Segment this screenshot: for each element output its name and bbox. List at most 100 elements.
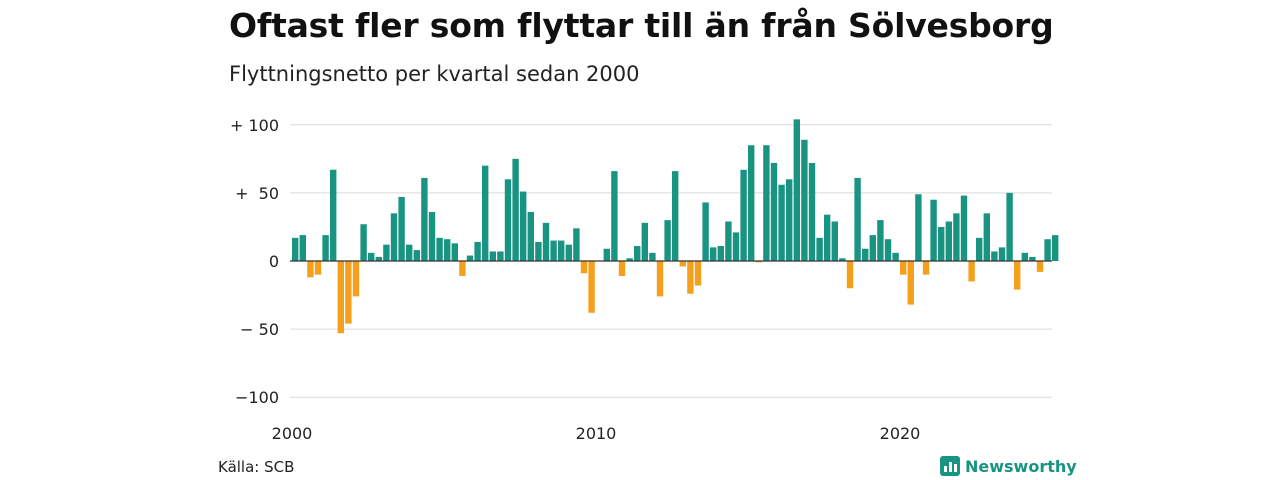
bar xyxy=(307,261,314,278)
brand-logo: Newsworthy xyxy=(940,456,1077,476)
bar xyxy=(960,195,968,261)
bar xyxy=(717,246,724,261)
bar xyxy=(968,261,975,282)
bar xyxy=(725,221,732,261)
bar xyxy=(763,145,770,261)
bar xyxy=(1021,252,1028,261)
bar xyxy=(641,222,648,261)
bar xyxy=(611,171,618,261)
bar xyxy=(565,244,572,261)
bar xyxy=(953,213,960,261)
bar xyxy=(436,237,443,261)
bar xyxy=(702,202,709,261)
bar xyxy=(345,261,352,324)
bar xyxy=(869,235,876,261)
bar xyxy=(489,251,496,261)
bar xyxy=(778,184,785,261)
bar xyxy=(398,196,405,261)
bar xyxy=(588,261,595,313)
bar xyxy=(945,221,952,261)
x-tick-label: 2020 xyxy=(880,424,921,443)
bar xyxy=(383,244,390,261)
bar xyxy=(451,243,458,261)
bar xyxy=(732,232,740,261)
bar xyxy=(687,261,694,294)
bar xyxy=(824,214,831,261)
bar xyxy=(580,261,588,274)
bar xyxy=(998,247,1006,261)
bar xyxy=(542,222,550,261)
bar xyxy=(1006,192,1013,261)
bar xyxy=(352,261,360,297)
bar xyxy=(892,252,899,261)
bar xyxy=(634,246,641,261)
bar xyxy=(991,251,998,261)
bar xyxy=(786,179,793,261)
bar xyxy=(421,177,428,261)
bar xyxy=(884,239,892,261)
y-tick-label: + 50 xyxy=(235,184,279,203)
bar xyxy=(694,261,702,286)
bar xyxy=(626,258,633,261)
chart-title: Oftast fler som flyttar till än från Söl… xyxy=(229,6,1054,45)
bar xyxy=(846,261,854,289)
bar xyxy=(755,261,762,263)
newsworthy-logo-icon xyxy=(940,456,960,476)
y-tick-label: −100 xyxy=(235,388,279,407)
y-tick-label: 0 xyxy=(269,252,279,271)
bar xyxy=(740,169,747,261)
bar xyxy=(854,177,861,261)
bar xyxy=(322,235,329,261)
bar xyxy=(710,247,717,261)
bar xyxy=(862,248,869,261)
bar xyxy=(527,211,534,261)
bar xyxy=(459,261,466,276)
bar xyxy=(550,240,557,261)
bar xyxy=(368,252,375,261)
bar xyxy=(831,221,838,261)
x-tick-label: 2000 xyxy=(272,424,313,443)
bar xyxy=(413,250,420,261)
bar xyxy=(466,255,474,261)
y-tick-label: + 100 xyxy=(230,116,279,135)
bar xyxy=(664,220,671,261)
bar xyxy=(672,171,679,261)
y-tick-label: − 50 xyxy=(240,320,279,339)
bar xyxy=(1052,235,1059,261)
bar xyxy=(1044,239,1051,261)
brand-name: Newsworthy xyxy=(965,456,1077,476)
bar xyxy=(808,162,816,261)
bar xyxy=(649,252,656,261)
bar xyxy=(1014,261,1021,290)
bar xyxy=(482,165,489,261)
bar xyxy=(360,224,367,261)
bar xyxy=(839,258,846,261)
bar xyxy=(504,179,512,261)
chart-subtitle: Flyttningsnetto per kvartal sedan 2000 xyxy=(229,62,640,86)
bar xyxy=(679,261,686,267)
bar xyxy=(375,256,382,261)
bar xyxy=(801,139,808,261)
bar xyxy=(900,261,907,275)
bar xyxy=(558,240,565,261)
bar xyxy=(748,145,755,261)
bar xyxy=(930,199,937,261)
bar xyxy=(983,213,990,261)
bar xyxy=(330,169,337,261)
bar xyxy=(520,191,527,261)
bar xyxy=(770,162,778,261)
bar xyxy=(603,248,610,261)
bar xyxy=(816,237,823,261)
bar xyxy=(497,251,504,261)
bar xyxy=(1029,256,1036,261)
bar xyxy=(907,261,914,305)
bar xyxy=(656,261,664,297)
bar xyxy=(512,158,519,261)
bar xyxy=(406,244,413,261)
bar xyxy=(573,228,580,261)
bar xyxy=(618,261,626,276)
bar xyxy=(299,235,306,261)
x-tick-label: 2010 xyxy=(576,424,617,443)
bar xyxy=(292,237,299,261)
bar xyxy=(390,213,398,261)
